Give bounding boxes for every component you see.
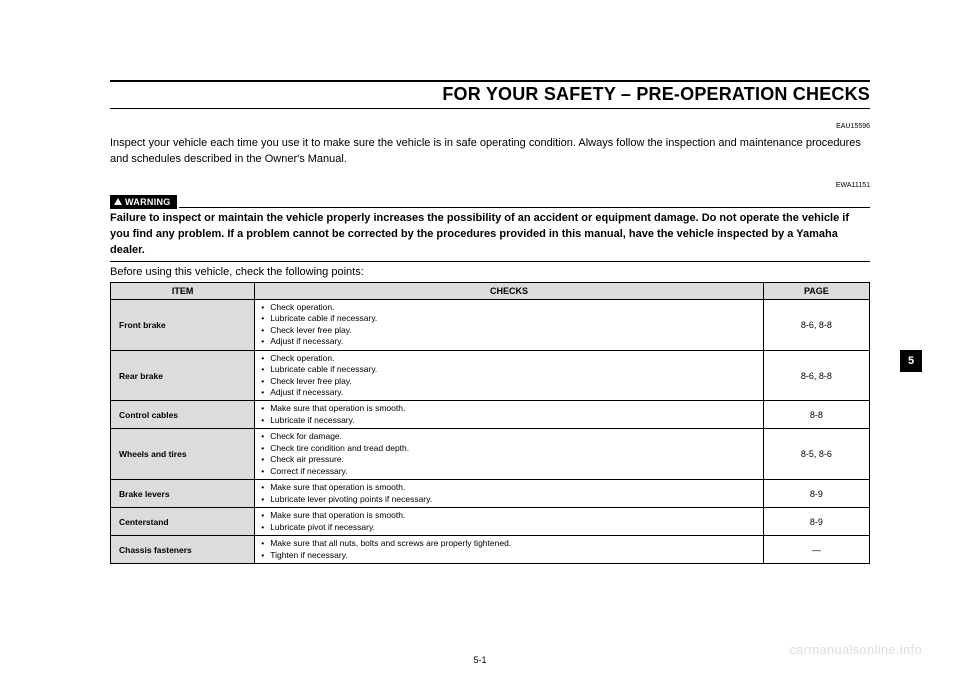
item-cell: Front brake (111, 299, 255, 350)
item-cell: Rear brake (111, 350, 255, 401)
header-row: FOR YOUR SAFETY – PRE-OPERATION CHECKS (110, 84, 870, 109)
checks-cell: Make sure that operation is smooth.Lubri… (255, 480, 764, 508)
post-warning-rule (110, 261, 870, 262)
table-row: Wheels and tiresCheck for damage.Check t… (111, 429, 870, 480)
check-item: Check lever free play. (261, 376, 757, 387)
check-item: Tighten if necessary. (261, 550, 757, 561)
col-header-checks: CHECKS (255, 282, 764, 299)
check-list: Make sure that operation is smooth.Lubri… (261, 482, 757, 505)
intro-paragraph: Inspect your vehicle each time you use i… (110, 136, 870, 168)
warning-label: WARNING (125, 197, 171, 207)
warning-rule (179, 207, 870, 208)
check-item: Check operation. (261, 302, 757, 313)
item-cell: Centerstand (111, 508, 255, 536)
check-item: Check air pressure. (261, 454, 757, 465)
page-ref-cell: 8-6, 8-8 (763, 299, 869, 350)
warning-triangle-icon (114, 198, 122, 205)
check-list: Check operation.Lubricate cable if neces… (261, 302, 757, 348)
checks-cell: Check operation.Lubricate cable if neces… (255, 350, 764, 401)
check-item: Make sure that operation is smooth. (261, 510, 757, 521)
page-ref-cell: — (763, 536, 869, 564)
checks-table: ITEM CHECKS PAGE Front brakeCheck operat… (110, 282, 870, 564)
check-item: Make sure that operation is smooth. (261, 482, 757, 493)
checks-cell: Make sure that operation is smooth.Lubri… (255, 401, 764, 429)
page-ref-cell: 8-9 (763, 508, 869, 536)
page-ref-cell: 8-5, 8-6 (763, 429, 869, 480)
warning-text: Failure to inspect or maintain the vehic… (110, 211, 870, 259)
code-ewa: EWA11151 (110, 182, 870, 189)
page-ref-cell: 8-6, 8-8 (763, 350, 869, 401)
table-row: Front brakeCheck operation.Lubricate cab… (111, 299, 870, 350)
check-item: Lubricate cable if necessary. (261, 364, 757, 375)
top-rule (110, 80, 870, 82)
check-item: Lubricate cable if necessary. (261, 313, 757, 324)
check-item: Check operation. (261, 353, 757, 364)
check-item: Check tire condition and tread depth. (261, 443, 757, 454)
check-item: Make sure that all nuts, bolts and screw… (261, 538, 757, 549)
before-text: Before using this vehicle, check the fol… (110, 266, 870, 278)
checks-cell: Check for damage.Check tire condition an… (255, 429, 764, 480)
page-title: FOR YOUR SAFETY – PRE-OPERATION CHECKS (442, 84, 870, 105)
watermark: carmanualsonline.info (789, 642, 922, 657)
check-item: Check for damage. (261, 431, 757, 442)
item-cell: Brake levers (111, 480, 255, 508)
item-cell: Wheels and tires (111, 429, 255, 480)
item-cell: Chassis fasteners (111, 536, 255, 564)
chapter-tab: 5 (900, 350, 922, 372)
check-item: Lubricate if necessary. (261, 415, 757, 426)
check-list: Check for damage.Check tire condition an… (261, 431, 757, 477)
col-header-page: PAGE (763, 282, 869, 299)
col-header-item: ITEM (111, 282, 255, 299)
warning-header: WARNING (110, 195, 870, 209)
check-item: Adjust if necessary. (261, 336, 757, 347)
check-list: Make sure that operation is smooth.Lubri… (261, 403, 757, 426)
checks-cell: Check operation.Lubricate cable if neces… (255, 299, 764, 350)
page-ref-cell: 8-8 (763, 401, 869, 429)
item-cell: Control cables (111, 401, 255, 429)
table-row: Centerstand Make sure that operation is s… (111, 508, 870, 536)
table-row: Rear brakeCheck operation.Lubricate cabl… (111, 350, 870, 401)
checks-cell: Make sure that all nuts, bolts and screw… (255, 536, 764, 564)
check-item: Check lever free play. (261, 325, 757, 336)
code-eau: EAU15596 (110, 123, 870, 130)
check-item: Adjust if necessary. (261, 387, 757, 398)
check-item: Make sure that operation is smooth. (261, 403, 757, 414)
table-row: Chassis fasteners Make sure that all nuts… (111, 536, 870, 564)
check-list: Check operation.Lubricate cable if neces… (261, 353, 757, 399)
check-item: Correct if necessary. (261, 466, 757, 477)
check-list: Make sure that operation is smooth.Lubri… (261, 510, 757, 533)
check-list: Make sure that all nuts, bolts and screw… (261, 538, 757, 561)
warning-badge: WARNING (110, 195, 177, 209)
table-row: Brake levers Make sure that operation is … (111, 480, 870, 508)
table-header-row: ITEM CHECKS PAGE (111, 282, 870, 299)
page-ref-cell: 8-9 (763, 480, 869, 508)
check-item: Lubricate pivot if necessary. (261, 522, 757, 533)
table-row: Control cables Make sure that operation i… (111, 401, 870, 429)
check-item: Lubricate lever pivoting points if neces… (261, 494, 757, 505)
checks-cell: Make sure that operation is smooth.Lubri… (255, 508, 764, 536)
